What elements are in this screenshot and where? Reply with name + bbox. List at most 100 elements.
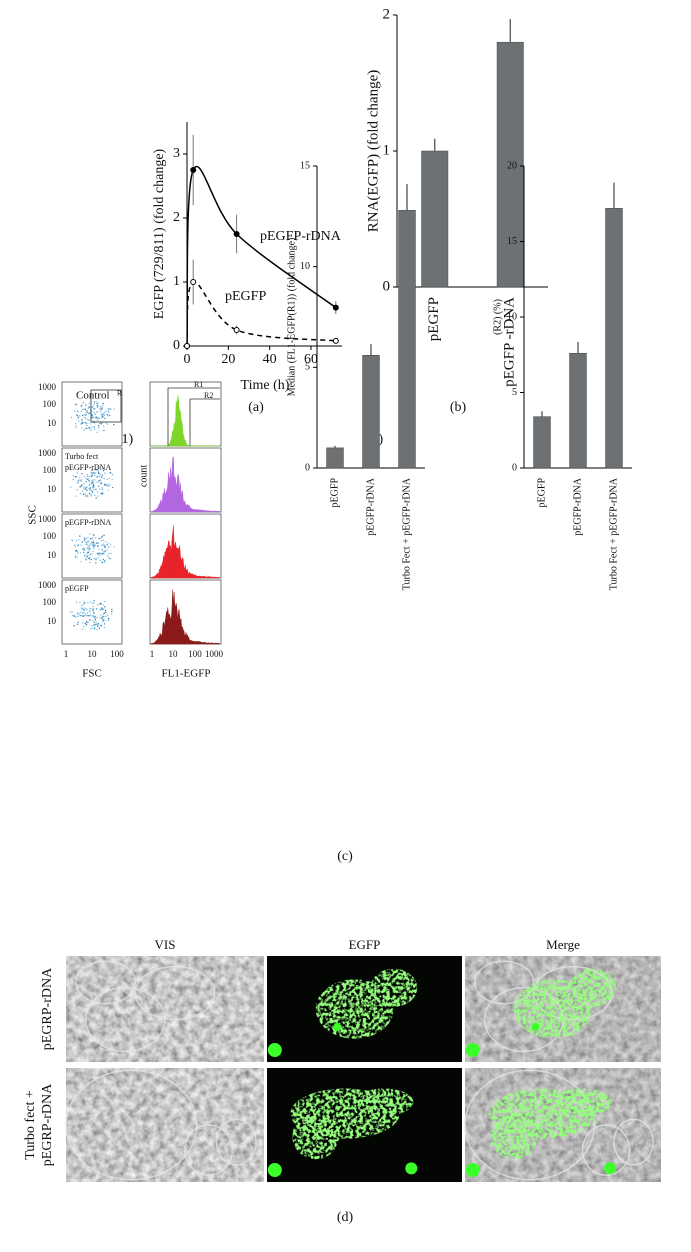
event-dot (105, 611, 107, 614)
event-dot (102, 404, 104, 406)
event-dot (108, 617, 110, 620)
event-dot (89, 601, 92, 603)
event-dot (71, 611, 73, 613)
event-dot (85, 495, 87, 497)
cell-outline (75, 960, 137, 1005)
event-dot (91, 413, 93, 416)
event-dot (107, 554, 109, 557)
event-dot (86, 427, 88, 430)
event-dot (89, 544, 91, 546)
event-dot (106, 544, 108, 546)
event-dot (95, 401, 97, 403)
event-dot (77, 612, 79, 614)
event-dot (99, 609, 102, 611)
event-dot (90, 493, 92, 496)
event-dot (86, 423, 88, 425)
data-point (190, 279, 197, 285)
event-dot (92, 540, 95, 542)
event-dot (81, 541, 84, 543)
event-dot (99, 411, 102, 413)
event-dot (101, 416, 103, 419)
y-axis-label: EGFP (729/811) (fold change) (152, 148, 167, 319)
event-dot (79, 486, 81, 488)
event-dot (85, 608, 87, 610)
event-dot (102, 416, 105, 418)
event-dot (75, 476, 78, 478)
event-dot (71, 539, 73, 542)
event-dot (82, 603, 84, 606)
y-tick-label: 1 (383, 142, 391, 158)
event-dot (94, 475, 96, 477)
event-dot (92, 479, 94, 481)
event-dot (106, 549, 108, 551)
event-dot (86, 552, 89, 554)
event-dot (94, 494, 96, 496)
y-tick-label: 10 (47, 616, 57, 626)
event-dot (78, 479, 80, 481)
event-dot (103, 534, 105, 537)
event-dot (103, 601, 106, 603)
event-dot (93, 622, 95, 624)
event-dot (93, 544, 95, 546)
event-dot (80, 410, 83, 412)
event-dot (78, 415, 81, 417)
event-dot (85, 541, 87, 544)
event-dot (102, 604, 104, 606)
row-label: pEGRP-rDNA (40, 1083, 55, 1166)
event-dot (101, 544, 104, 547)
event-dot (93, 615, 95, 617)
fluorescence (490, 1113, 538, 1160)
event-dot (83, 486, 86, 488)
y-tick-label: 10 (47, 550, 57, 560)
event-dot (84, 492, 86, 495)
event-dot (92, 609, 94, 612)
axis-label: FSC (82, 668, 102, 680)
event-dot (100, 603, 102, 605)
event-dot (88, 484, 91, 486)
series-label: pEGFP-rDNA (260, 229, 342, 244)
event-dot (91, 553, 93, 555)
event-dot (87, 537, 89, 539)
event-dot (92, 541, 94, 544)
event-dot (93, 403, 95, 405)
event-dot (87, 411, 89, 413)
x-tick-label: pEGFP (426, 297, 442, 341)
event-dot (101, 408, 104, 410)
event-dot (88, 557, 90, 559)
event-dot (86, 494, 89, 496)
event-dot (93, 488, 95, 491)
event-dot (89, 487, 92, 489)
event-dot (97, 545, 99, 547)
event-dot (89, 548, 91, 550)
event-dot (95, 418, 97, 420)
event-dot (86, 541, 88, 544)
event-dot (86, 489, 88, 492)
event-dot (101, 467, 104, 470)
event-dot (83, 483, 85, 485)
event-dot (92, 607, 95, 610)
event-dot (102, 613, 105, 615)
event-dot (75, 425, 77, 427)
event-dot (83, 555, 86, 558)
event-dot (103, 626, 106, 629)
event-dot (94, 469, 96, 471)
x-tick-label: 100 (188, 649, 202, 659)
event-dot (99, 488, 101, 490)
event-dot (83, 625, 85, 628)
histogram (151, 395, 220, 447)
event-dot (108, 477, 111, 480)
x-tick-label: 1 (64, 649, 69, 659)
event-dot (94, 472, 97, 475)
event-dot (99, 422, 101, 425)
event-dot (94, 616, 96, 619)
event-dot (86, 473, 89, 476)
event-dot (81, 608, 83, 610)
event-dot (107, 407, 110, 410)
y-tick-label: 5 (512, 387, 517, 398)
cell-outline (134, 965, 216, 1021)
event-dot (93, 624, 95, 626)
event-dot (99, 554, 102, 556)
y-axis-label: (R2) (%) (492, 299, 503, 335)
event-dot (85, 488, 87, 491)
event-dot (89, 561, 91, 564)
